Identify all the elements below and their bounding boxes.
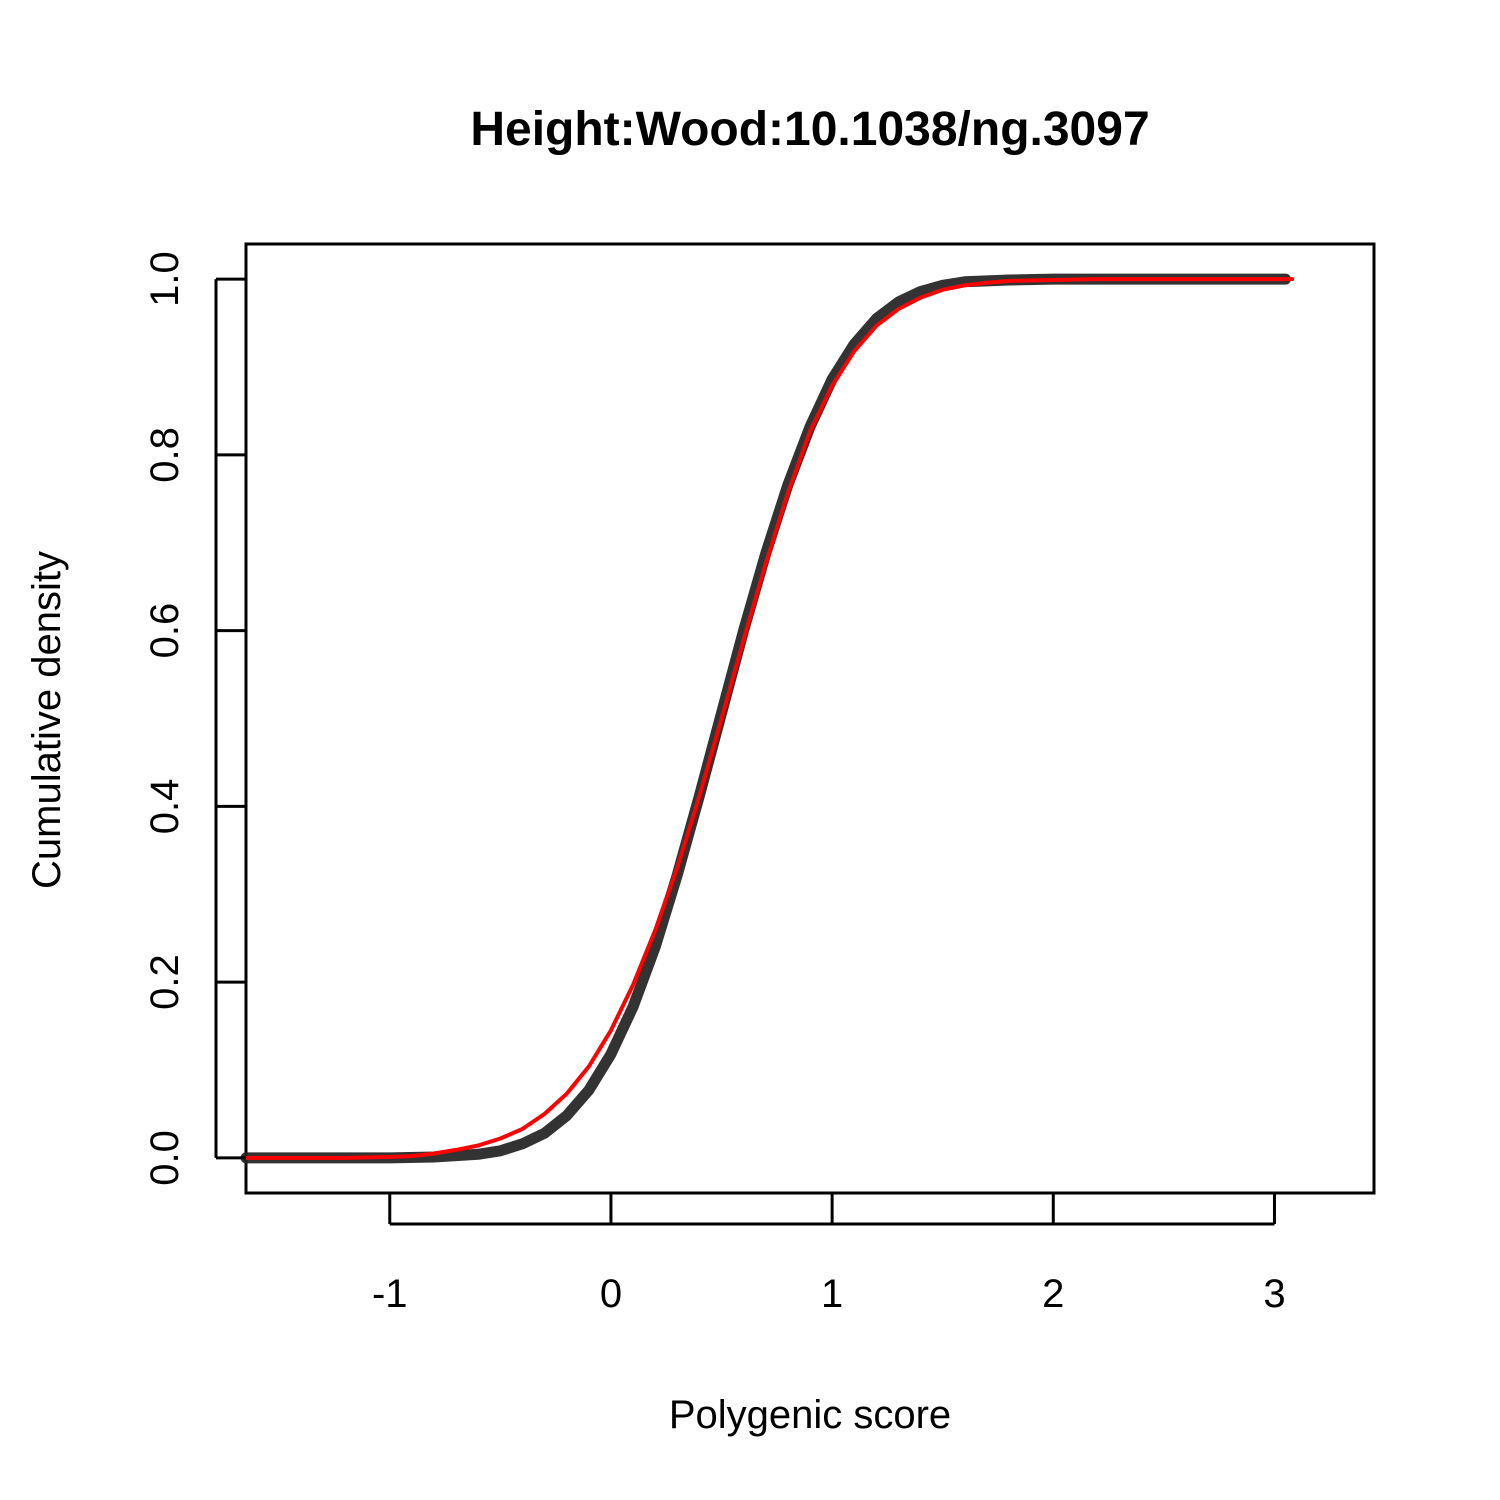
y-tick-label: 0.0	[143, 1130, 187, 1186]
chart-title: Height:Wood:10.1038/ng.3097	[470, 103, 1149, 156]
x-tick-label: 0	[600, 1272, 622, 1316]
x-axis: -1 0 1 2 3	[372, 1194, 1286, 1316]
y-tick-label: 0.8	[143, 427, 187, 483]
y-tick-label: 0.4	[143, 779, 187, 835]
y-axis: 0.0 0.2 0.4 0.6 0.8 1.0	[143, 251, 246, 1186]
series-layer	[240, 273, 1295, 1164]
x-tick-label: -1	[372, 1272, 408, 1316]
null-cdf-band-line	[240, 273, 1291, 1164]
x-tick-label: 2	[1042, 1272, 1064, 1316]
x-tick-label: 3	[1263, 1272, 1285, 1316]
x-axis-label: Polygenic score	[669, 1393, 951, 1437]
observed-cdf-line	[244, 277, 1295, 1160]
y-axis-label: Cumulative density	[25, 551, 69, 889]
y-tick-label: 1.0	[143, 251, 187, 307]
y-tick-label: 0.2	[143, 954, 187, 1010]
y-tick-label: 0.6	[143, 603, 187, 659]
x-tick-label: 1	[821, 1272, 843, 1316]
plot-frame	[244, 242, 1376, 1195]
